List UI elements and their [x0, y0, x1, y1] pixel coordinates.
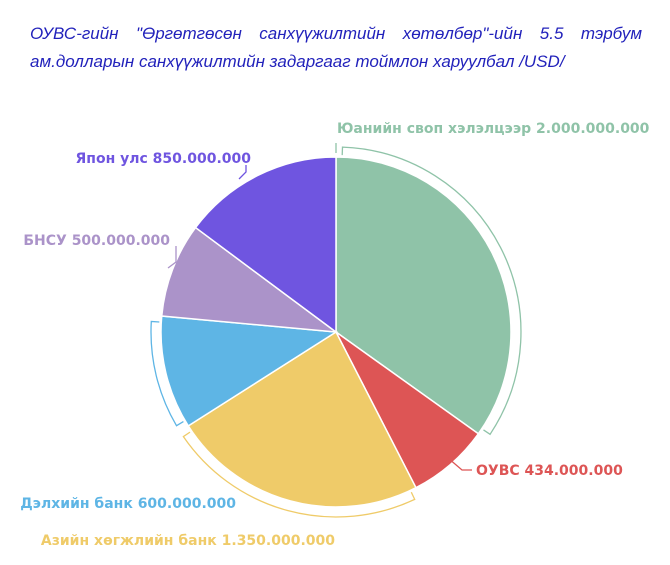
- pie-slice: [187, 330, 417, 508]
- slice-label: ОУВС 434.000.000: [476, 463, 623, 479]
- pie-slice: [160, 226, 339, 333]
- pie-slices: [160, 156, 512, 508]
- slice-label: Азийн хөгжлийн банк 1.350.000.000: [41, 533, 335, 549]
- leader-line: [447, 457, 472, 471]
- slice-label: Дэлхийн банк 600.000.000: [20, 496, 236, 512]
- slice-labels: Юанийн своп хэлэлцээр 2.000.000.000 ОУВС …: [20, 121, 649, 549]
- pie-slice: [160, 315, 339, 427]
- leader-line: [341, 146, 522, 436]
- pie-slice: [335, 156, 512, 435]
- leader-line: [238, 165, 247, 180]
- slice-label: Япон улс 850.000.000: [76, 151, 252, 167]
- chart-title: ОУВС-гийн "Өргөтгөсөн санхүүжилтийн хөтө…: [30, 24, 642, 71]
- slice-label: БНСУ 500.000.000: [23, 233, 170, 249]
- leader-line: [150, 320, 184, 427]
- leader-line: [182, 431, 416, 518]
- slice-label: Юанийн своп хэлэлцээр 2.000.000.000: [337, 121, 650, 137]
- leader-lines: [150, 143, 522, 518]
- leader-line: [167, 246, 177, 269]
- pie-slice: [194, 156, 337, 334]
